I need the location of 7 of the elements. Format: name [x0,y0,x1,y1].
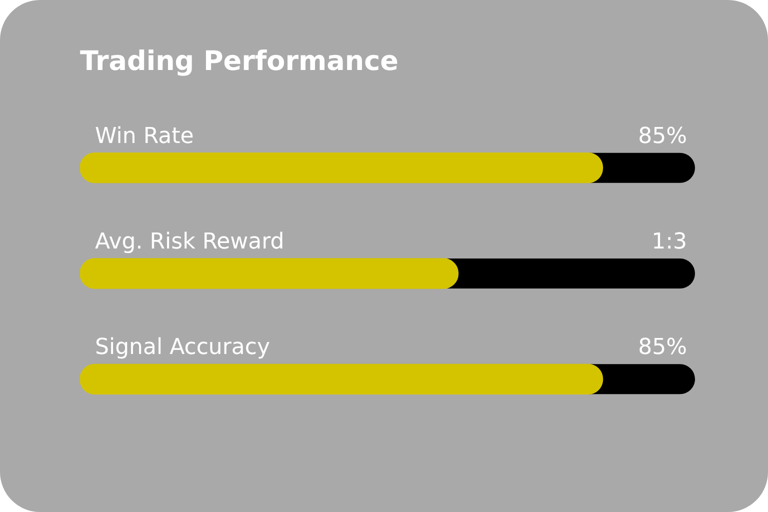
data-label: 85% [638,124,687,149]
y-tick-label: Avg. Risk Reward [95,230,284,254]
data-label: 1:3 [652,230,687,254]
y-tick-label: Win Rate [95,124,194,149]
y-tick-label: Signal Accuracy [95,335,270,360]
chart-title: Trading Performance [80,46,398,77]
data-label: 85% [638,335,687,360]
